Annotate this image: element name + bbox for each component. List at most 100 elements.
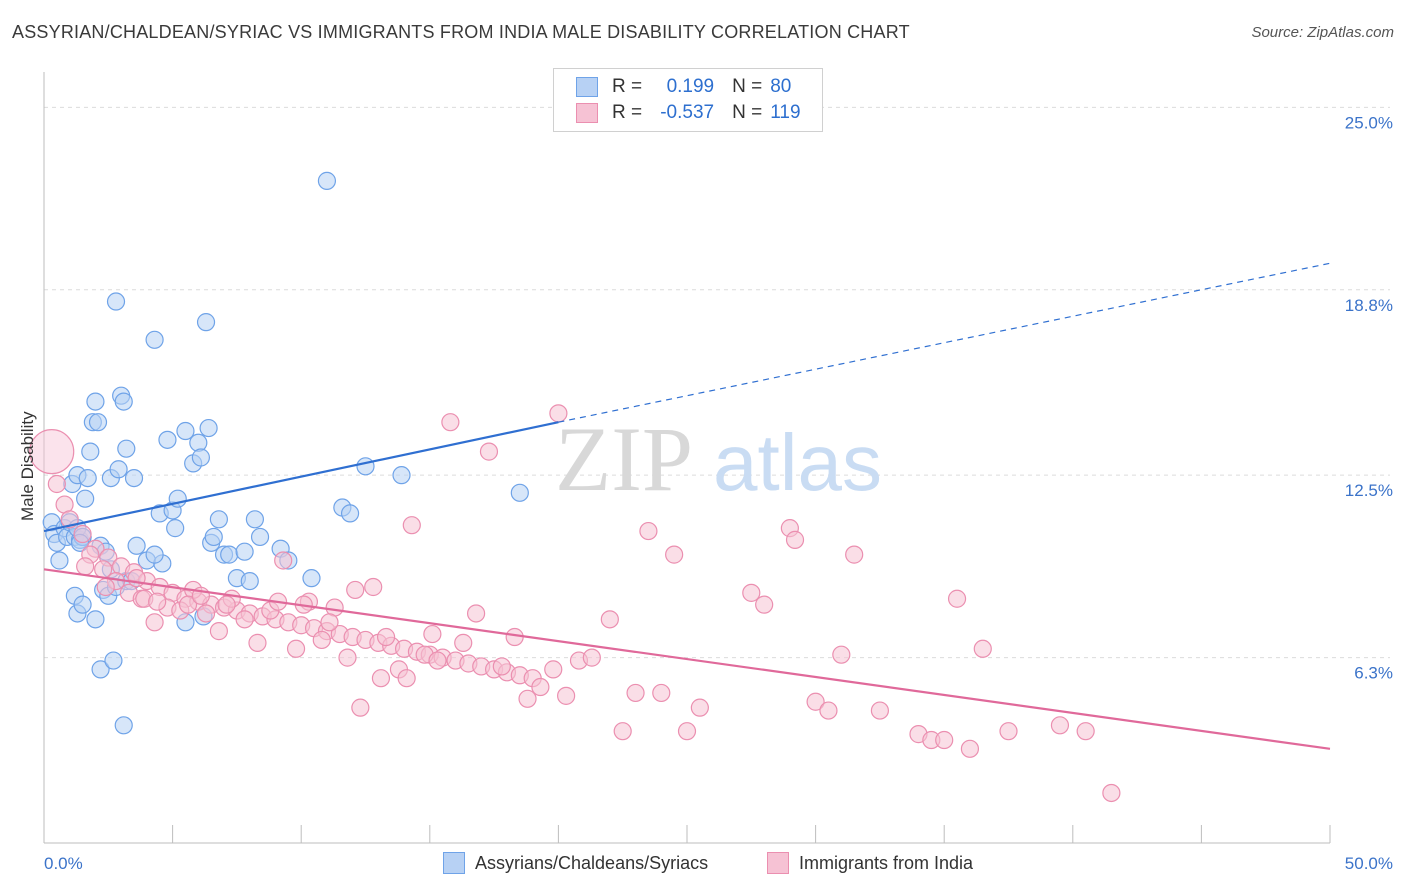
point-india	[806, 692, 825, 711]
point-india	[209, 622, 228, 641]
point-assyrian	[76, 489, 95, 508]
point-india	[73, 524, 92, 544]
point-assyrian	[392, 466, 411, 485]
point-india	[248, 633, 267, 652]
legend-swatch-pink	[767, 852, 789, 874]
point-india	[845, 545, 864, 564]
point-india	[626, 683, 645, 703]
point-assyrian	[340, 504, 360, 523]
point-assyrian	[250, 527, 270, 547]
point-india	[96, 577, 115, 597]
tick-labels: 6.3% 12.5% 18.8% 25.0% 0.0% 50.0%	[44, 113, 1393, 873]
legend-item-assyrian: Assyrians/Chaldeans/Syriacs	[443, 852, 708, 874]
source-label: Source: ZipAtlas.com	[1251, 24, 1394, 41]
point-assyrian	[209, 510, 228, 529]
trend-line-assyrian-extension	[558, 262, 1331, 423]
point-india	[999, 722, 1018, 741]
point-assyrian	[114, 716, 133, 735]
point-assyrian	[317, 171, 337, 190]
point-india	[423, 624, 442, 644]
legend-r-value: -0.537	[660, 102, 715, 123]
point-assyrian	[510, 483, 529, 502]
legend-r-label: R =	[612, 102, 643, 123]
point-india	[29, 429, 75, 475]
legend-r-value: 0.199	[666, 76, 715, 97]
point-assyrian	[124, 468, 144, 488]
point-india	[639, 521, 658, 541]
point-assyrian	[50, 551, 69, 570]
point-assyrian	[86, 610, 105, 629]
point-india	[531, 677, 550, 697]
point-india	[274, 551, 293, 570]
point-india	[1076, 722, 1095, 741]
point-assyrian	[127, 536, 146, 555]
point-india	[454, 633, 473, 652]
point-india	[1102, 783, 1121, 803]
legend-swatch-pink	[576, 103, 598, 123]
point-assyrian	[196, 313, 216, 332]
point-assyrian	[106, 292, 126, 311]
point-india	[148, 592, 167, 611]
point-india	[973, 639, 992, 658]
point-india	[76, 557, 95, 576]
point-india	[600, 610, 619, 629]
point-assyrian	[73, 595, 92, 614]
point-india	[755, 595, 774, 614]
legend-label-india: Immigrants from India	[799, 852, 974, 873]
point-india	[492, 657, 511, 676]
point-india	[196, 604, 216, 623]
legend-n-label: N =	[732, 76, 763, 97]
legend-r-label: R =	[612, 76, 643, 97]
point-india	[47, 474, 66, 494]
point-india	[652, 683, 671, 703]
point-india	[371, 669, 391, 688]
point-india	[402, 516, 421, 535]
point-assyrian	[81, 442, 100, 461]
point-assyrian	[145, 545, 164, 564]
legend-n-value: 80	[770, 76, 792, 97]
point-india	[217, 595, 236, 614]
point-assyrian	[117, 439, 136, 458]
point-india	[549, 404, 568, 423]
point-assyrian	[235, 542, 254, 561]
y-tick-label: 18.8%	[1345, 296, 1393, 315]
point-india	[785, 530, 805, 549]
axes	[43, 72, 1331, 844]
point-india	[742, 583, 761, 602]
point-assyrian	[240, 571, 259, 591]
point-india	[286, 639, 306, 658]
point-assyrian	[176, 421, 195, 441]
point-assyrian	[220, 545, 239, 564]
legend-row-india: R = -0.537 N = 119	[576, 100, 801, 126]
point-assyrian	[145, 330, 164, 349]
legend-swatch-blue	[576, 77, 598, 97]
point-india	[690, 698, 709, 717]
point-india	[960, 739, 980, 758]
trend-line-assyrian	[43, 421, 559, 533]
point-assyrian	[191, 448, 210, 467]
watermark-atlas: atlas	[713, 418, 882, 507]
point-india	[312, 630, 331, 650]
point-india	[665, 545, 684, 564]
legend-n-value: 119	[770, 102, 801, 123]
watermark: ZIP atlas	[555, 408, 882, 510]
point-india	[145, 613, 164, 632]
point-assyrian	[189, 433, 208, 452]
point-india	[870, 701, 890, 720]
point-india	[479, 442, 499, 461]
point-assyrian	[245, 510, 265, 529]
point-assyrian	[166, 519, 185, 538]
point-india	[428, 651, 447, 670]
point-india	[441, 413, 460, 432]
point-india	[178, 595, 198, 614]
legend-item-india: Immigrants from India	[767, 852, 973, 874]
point-india	[466, 604, 486, 623]
point-india	[338, 648, 357, 667]
trend-lines	[43, 262, 1331, 750]
trend-line-india	[43, 568, 1331, 750]
point-assyrian	[86, 392, 105, 411]
chart-title: ASSYRIAN/CHALDEAN/SYRIAC VS IMMIGRANTS F…	[12, 22, 910, 42]
gridlines	[44, 106, 1390, 659]
point-india	[346, 580, 365, 600]
